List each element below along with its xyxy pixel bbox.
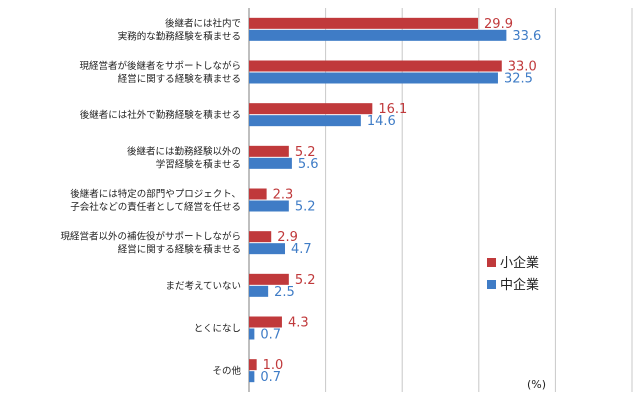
category-label: まだ考えていない — [165, 281, 241, 292]
bar — [249, 103, 373, 115]
data-label: 14.6 — [367, 114, 396, 129]
legend-label: 中企業 — [500, 277, 539, 293]
data-label: 2.5 — [274, 285, 295, 300]
bar — [249, 17, 479, 29]
data-label: 2.9 — [277, 230, 298, 245]
grid-layer — [248, 8, 633, 392]
bar — [249, 316, 282, 328]
data-label: 5.2 — [295, 200, 316, 215]
bar — [249, 29, 507, 41]
data-label: 1.0 — [263, 358, 284, 373]
label-layer: 29.933.633.032.516.114.65.25.62.35.22.94… — [260, 17, 541, 385]
bar — [249, 157, 292, 169]
category-label: 子会社などの責任者として経営を任せる — [70, 201, 241, 213]
bar — [249, 200, 289, 212]
category-label: 経営に関する経験を積ませる — [118, 73, 241, 85]
bar — [249, 371, 255, 383]
legend-swatch — [487, 280, 496, 289]
category-label: 現経営者が後継者をサポートしながら — [79, 60, 241, 72]
bar — [249, 273, 289, 285]
data-label: 16.1 — [378, 102, 407, 117]
category-label: とくになし — [194, 324, 241, 335]
data-label: 33.0 — [508, 60, 537, 75]
category-label: 現経営者以外の補佐役がサポートしながら — [60, 231, 241, 243]
category-label: 後継者には特定の部門やプロジェクト、 — [70, 188, 241, 200]
data-label: 5.6 — [298, 157, 319, 172]
category-label-layer: 後継者には社内で実務的な勤務経験を積ませる現経営者が後継者をサポートしながら経営… — [60, 17, 241, 377]
category-label: 学習経験を積ませる — [156, 158, 241, 170]
legend-label: 小企業 — [500, 255, 539, 271]
data-label: 32.5 — [504, 72, 533, 87]
unit-label: (%) — [527, 378, 546, 391]
bar — [249, 328, 255, 340]
data-label: 0.7 — [260, 370, 281, 385]
data-label: 5.2 — [295, 273, 316, 288]
bar — [249, 359, 257, 371]
bar — [249, 60, 502, 72]
category-label: 後継者には社内で — [165, 17, 241, 29]
data-label: 0.7 — [260, 328, 281, 343]
data-label: 29.9 — [484, 17, 513, 32]
data-label: 33.6 — [512, 29, 541, 44]
category-label: 後継者には勤務経験以外の — [127, 145, 241, 157]
data-label: 2.3 — [273, 188, 294, 203]
bar — [249, 188, 267, 200]
category-label: その他 — [212, 365, 241, 377]
data-label: 4.7 — [291, 242, 312, 257]
bar — [249, 145, 289, 157]
data-label: 4.3 — [288, 316, 309, 331]
bar-layer — [249, 17, 507, 383]
data-label: 5.2 — [295, 145, 316, 160]
bar — [249, 72, 498, 84]
category-label: 実務的な勤務経験を積ませる — [118, 30, 241, 42]
bar — [249, 115, 361, 127]
category-label: 経営に関する経験を積ませる — [118, 244, 241, 256]
category-label: 後継者には社外で勤務経験を積ませる — [80, 109, 241, 121]
legend-swatch — [487, 258, 496, 267]
bar — [249, 285, 269, 297]
bar — [249, 231, 272, 243]
bar — [249, 243, 286, 255]
